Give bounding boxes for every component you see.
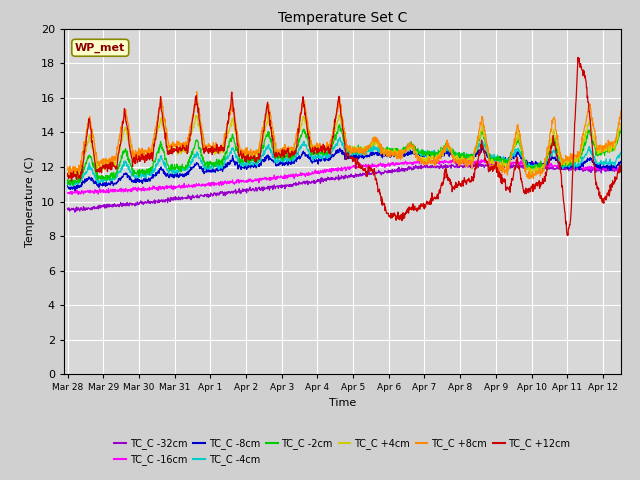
TC_C -32cm xyxy=(299,180,307,186)
TC_C -4cm xyxy=(129,173,137,179)
TC_C +8cm xyxy=(617,108,625,114)
TC_C -2cm xyxy=(380,145,387,151)
TC_C +12cm xyxy=(129,157,137,163)
TC_C +4cm xyxy=(310,147,318,153)
TC_C -2cm xyxy=(299,127,307,133)
TC_C -8cm xyxy=(479,144,486,150)
Line: TC_C -16cm: TC_C -16cm xyxy=(68,159,621,194)
TC_C -2cm xyxy=(336,121,344,127)
TC_C +12cm xyxy=(64,170,72,176)
TC_C +12cm xyxy=(574,55,582,60)
TC_C -4cm xyxy=(617,150,625,156)
TC_C -2cm xyxy=(617,128,625,133)
TC_C -8cm xyxy=(71,188,79,193)
TC_C -2cm xyxy=(107,171,115,177)
TC_C +4cm xyxy=(64,173,72,179)
TC_C -2cm xyxy=(69,182,77,188)
TC_C -4cm xyxy=(64,180,72,186)
TC_C -8cm xyxy=(320,157,328,163)
TC_C -4cm xyxy=(380,148,387,154)
TC_C -32cm xyxy=(452,160,460,166)
TC_C +12cm xyxy=(564,232,572,238)
TC_C -2cm xyxy=(64,177,72,182)
TC_C -16cm xyxy=(310,170,318,176)
TC_C +8cm xyxy=(310,144,318,149)
Y-axis label: Temperature (C): Temperature (C) xyxy=(26,156,35,247)
TC_C +4cm xyxy=(380,150,387,156)
TC_C -32cm xyxy=(379,170,387,176)
Line: TC_C +4cm: TC_C +4cm xyxy=(68,115,621,178)
TC_C +4cm xyxy=(321,145,328,151)
TC_C -16cm xyxy=(129,185,137,191)
TC_C -32cm xyxy=(107,204,115,209)
TC_C +8cm xyxy=(129,148,137,154)
TC_C -4cm xyxy=(107,178,115,183)
Line: TC_C +12cm: TC_C +12cm xyxy=(68,58,621,235)
Line: TC_C -8cm: TC_C -8cm xyxy=(68,147,621,191)
TC_C -32cm xyxy=(617,168,625,173)
TC_C +12cm xyxy=(320,146,328,152)
TC_C +12cm xyxy=(617,162,625,168)
TC_C -8cm xyxy=(107,181,115,187)
Legend: TC_C -32cm, TC_C -16cm, TC_C -8cm, TC_C -4cm, TC_C -2cm, TC_C +4cm, TC_C +8cm, T: TC_C -32cm, TC_C -16cm, TC_C -8cm, TC_C … xyxy=(111,434,574,469)
TC_C +4cm xyxy=(299,114,307,120)
TC_C -4cm xyxy=(299,142,307,147)
TC_C +12cm xyxy=(106,167,114,172)
TC_C +12cm xyxy=(378,197,386,203)
Line: TC_C -32cm: TC_C -32cm xyxy=(68,163,621,212)
Text: WP_met: WP_met xyxy=(75,43,125,53)
TC_C -8cm xyxy=(64,183,72,189)
TC_C -4cm xyxy=(320,152,328,158)
TC_C -8cm xyxy=(129,179,137,185)
TC_C -8cm xyxy=(310,159,318,165)
TC_C -8cm xyxy=(299,149,307,155)
X-axis label: Time: Time xyxy=(329,398,356,408)
TC_C +12cm xyxy=(298,100,306,106)
TC_C +8cm xyxy=(299,101,307,107)
TC_C -8cm xyxy=(617,160,625,166)
TC_C -2cm xyxy=(129,172,137,178)
TC_C +12cm xyxy=(310,150,317,156)
TC_C -2cm xyxy=(320,151,328,157)
TC_C +4cm xyxy=(65,175,73,181)
TC_C -4cm xyxy=(67,183,74,189)
TC_C +4cm xyxy=(264,112,272,118)
TC_C +8cm xyxy=(379,150,387,156)
Title: Temperature Set C: Temperature Set C xyxy=(278,11,407,25)
TC_C -16cm xyxy=(68,192,76,197)
TC_C -2cm xyxy=(310,147,318,153)
TC_C -32cm xyxy=(310,180,318,186)
TC_C -16cm xyxy=(379,164,387,169)
TC_C -16cm xyxy=(299,170,307,176)
TC_C -8cm xyxy=(379,152,387,157)
TC_C +8cm xyxy=(320,144,328,149)
TC_C -16cm xyxy=(64,190,72,196)
TC_C -16cm xyxy=(449,156,457,162)
TC_C -16cm xyxy=(107,186,115,192)
Line: TC_C +8cm: TC_C +8cm xyxy=(68,92,621,179)
TC_C +8cm xyxy=(106,159,114,165)
TC_C -4cm xyxy=(336,134,344,140)
TC_C +8cm xyxy=(193,89,200,95)
TC_C +4cm xyxy=(107,161,115,167)
TC_C -32cm xyxy=(129,202,137,207)
TC_C +8cm xyxy=(64,165,72,170)
TC_C -4cm xyxy=(310,154,318,160)
TC_C -32cm xyxy=(320,176,328,181)
TC_C -32cm xyxy=(71,209,79,215)
TC_C -32cm xyxy=(64,205,72,211)
Line: TC_C -4cm: TC_C -4cm xyxy=(68,137,621,186)
Line: TC_C -2cm: TC_C -2cm xyxy=(68,124,621,185)
TC_C -16cm xyxy=(320,167,328,173)
TC_C +8cm xyxy=(529,176,537,181)
TC_C +4cm xyxy=(129,156,137,162)
TC_C -16cm xyxy=(617,166,625,172)
TC_C +4cm xyxy=(617,121,625,127)
